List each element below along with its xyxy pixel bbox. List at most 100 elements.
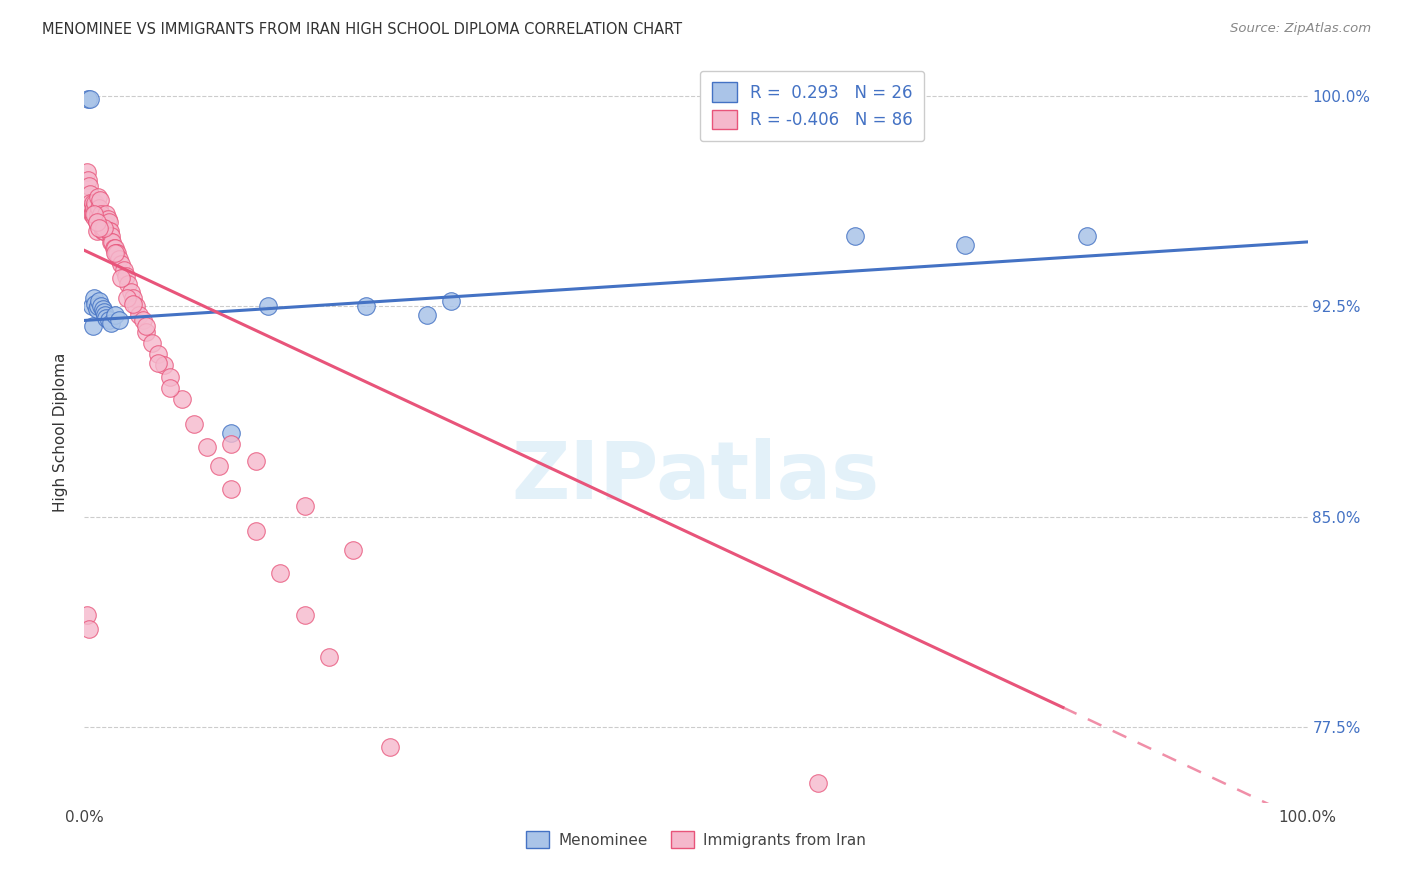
Point [91,215,114,229]
Point [90,207,112,221]
Point [153,359,176,373]
Point [269,566,291,580]
Point [97,215,120,229]
Point [76,607,98,622]
Point [86,224,108,238]
Point [208,459,231,474]
Point [83,201,105,215]
Point [80,201,103,215]
Point [94,308,117,322]
Point [91,224,114,238]
Point [93,305,115,319]
Point [87,300,110,314]
Point [80,300,103,314]
Point [294,499,316,513]
Point [100,316,122,330]
Point [105,246,128,260]
Point [132,313,155,327]
Point [84,296,107,310]
Point [354,300,377,314]
Point [83,207,105,221]
Point [104,241,127,255]
Point [80,207,103,221]
Point [97,224,120,238]
Point [440,293,463,308]
Point [219,482,242,496]
Point [83,210,105,224]
Point [110,271,132,285]
Point [104,308,127,322]
Point [146,347,169,361]
Point [115,268,138,283]
Point [101,235,124,249]
Point [110,257,132,271]
Text: ZIPatlas: ZIPatlas [512,438,880,516]
Point [105,246,128,260]
Point [82,207,104,221]
Point [89,210,111,224]
Point [86,215,108,229]
Point [79,195,101,210]
Point [159,381,181,395]
Point [318,650,340,665]
Point [97,313,120,327]
Point [183,417,205,432]
Point [91,302,114,317]
Point [245,453,267,467]
Point [87,212,110,227]
Point [83,291,105,305]
Point [96,310,118,325]
Point [844,229,866,244]
Point [103,241,125,255]
Point [86,302,108,317]
Legend: R =  0.293   N = 26, R = -0.406   N = 86: R = 0.293 N = 26, R = -0.406 N = 86 [700,70,924,141]
Point [84,195,107,210]
Point [115,291,138,305]
Point [953,237,976,252]
Point [86,215,108,229]
Point [77,178,100,193]
Point [342,543,364,558]
Point [1076,229,1098,244]
Point [93,220,115,235]
Point [807,776,830,790]
Point [440,823,463,838]
Point [128,308,150,322]
Point [93,212,115,227]
Point [94,215,117,229]
Point [257,300,280,314]
Point [82,319,104,334]
Point [76,165,98,179]
Y-axis label: High School Diploma: High School Diploma [53,353,69,512]
Point [122,296,145,310]
Point [87,293,110,308]
Point [82,195,104,210]
Point [93,224,115,238]
Point [416,308,439,322]
Point [120,285,142,300]
Point [112,263,135,277]
Point [87,220,110,235]
Point [89,193,111,207]
Point [79,187,101,202]
Point [107,252,129,266]
Point [90,218,112,232]
Text: MENOMINEE VS IMMIGRANTS FROM IRAN HIGH SCHOOL DIPLOMA CORRELATION CHART: MENOMINEE VS IMMIGRANTS FROM IRAN HIGH S… [42,22,682,37]
Point [87,207,110,221]
Point [97,212,120,227]
Point [294,607,316,622]
Point [117,277,139,291]
Point [96,207,118,221]
Point [77,173,100,187]
Point [141,335,163,350]
Point [159,369,181,384]
Point [77,92,100,106]
Point [219,437,242,451]
Point [135,319,157,334]
Point [87,190,110,204]
Text: Source: ZipAtlas.com: Source: ZipAtlas.com [1230,22,1371,36]
Point [98,224,121,238]
Point [90,300,112,314]
Point [122,291,145,305]
Point [125,300,148,314]
